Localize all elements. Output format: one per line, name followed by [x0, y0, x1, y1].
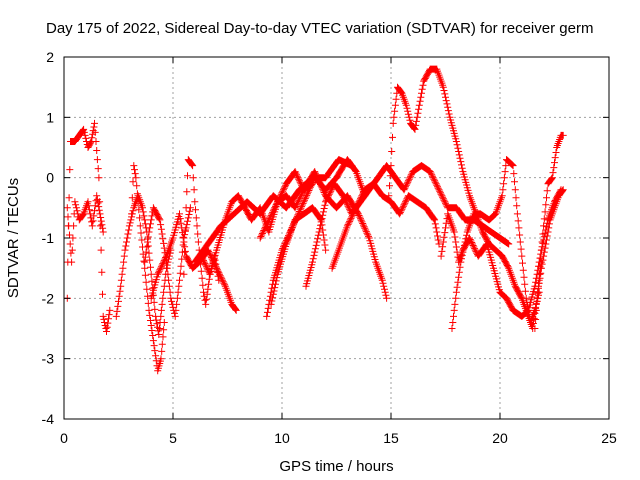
- series-markers: [533, 186, 567, 302]
- grid-lines: [64, 57, 609, 419]
- y-tick-label: 2: [46, 49, 54, 65]
- series-markers: [267, 204, 330, 308]
- y-tick-label: -1: [42, 230, 55, 246]
- data-series: [63, 65, 567, 375]
- series-track-14: [328, 180, 443, 272]
- series-track-1: [63, 119, 114, 335]
- series-markers: [141, 204, 194, 320]
- axis-ticks: 0 5 10 15 20 25 -4 -3 -2 -1 0 1 2: [42, 49, 617, 446]
- series-markers: [328, 180, 443, 272]
- series-track-17: [448, 156, 543, 332]
- chart-title: Day 175 of 2022, Sidereal Day-to-day VTE…: [46, 20, 593, 37]
- y-tick-label: 1: [46, 109, 54, 125]
- x-tick-label: 25: [601, 430, 617, 446]
- y-tick-label: 0: [46, 170, 54, 186]
- series-markers: [448, 156, 543, 332]
- x-tick-label: 10: [274, 430, 290, 446]
- x-tick-label: 0: [60, 430, 68, 446]
- series-track-5: [141, 204, 194, 320]
- x-axis-label: GPS time / hours: [279, 458, 393, 475]
- x-tick-label: 5: [169, 430, 177, 446]
- y-tick-label: -4: [42, 411, 55, 427]
- series-markers: [63, 119, 114, 335]
- series-track-19: [533, 186, 567, 302]
- y-axis-label: SDTVAR / TECUs: [5, 178, 22, 298]
- series-track-4: [128, 162, 168, 375]
- y-tick-label: -2: [42, 290, 55, 306]
- x-tick-label: 20: [492, 430, 508, 446]
- x-tick-label: 15: [383, 430, 399, 446]
- series-track-2: [63, 192, 107, 266]
- series-markers: [63, 192, 107, 266]
- series-markers: [128, 162, 168, 375]
- y-tick-label: -3: [42, 351, 55, 367]
- series-track-12: [267, 204, 330, 308]
